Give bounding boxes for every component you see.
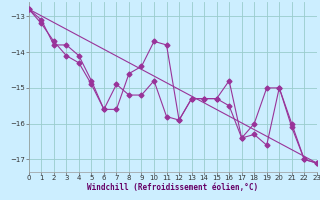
X-axis label: Windchill (Refroidissement éolien,°C): Windchill (Refroidissement éolien,°C) <box>87 183 258 192</box>
